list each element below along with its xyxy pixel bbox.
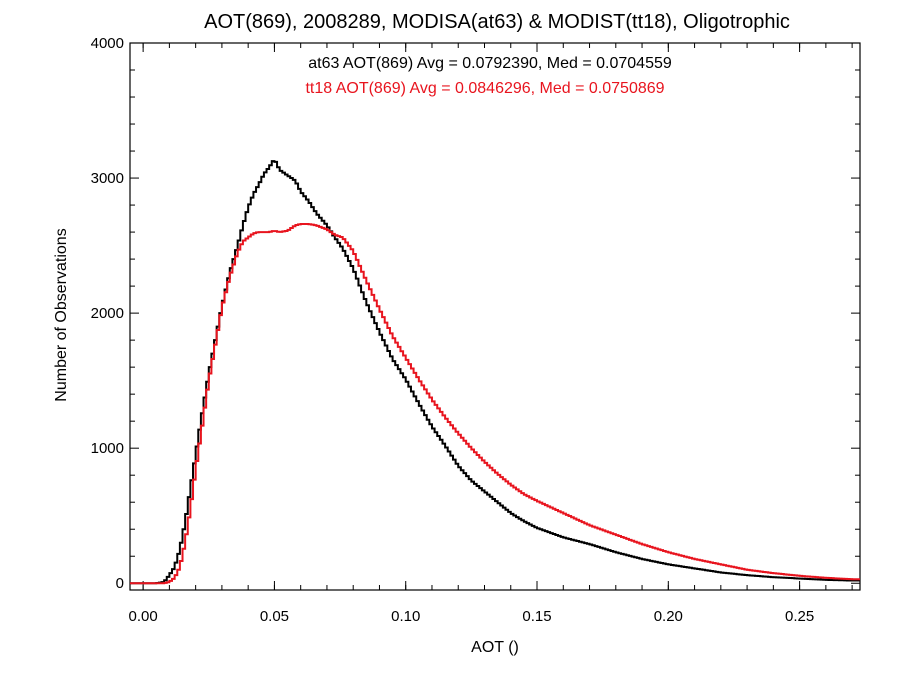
x-axis: 0.00 0.05 0.10 0.15 0.20 0.25 xyxy=(129,43,853,625)
x-axis-label: AOT () xyxy=(471,639,519,656)
x-tick-label: 0.15 xyxy=(522,608,551,625)
chart-title: AOT(869), 2008289, MODISA(at63) & MODIST… xyxy=(204,11,790,33)
y-tick-label: 1000 xyxy=(91,440,124,457)
y-tick-label: 0 xyxy=(116,575,124,592)
plot-frame xyxy=(129,42,861,591)
y-axis-label: Number of Observations xyxy=(53,228,70,401)
y-tick-label: 3000 xyxy=(91,170,124,187)
annotation-at63: at63 AOT(869) Avg = 0.0792390, Med = 0.0… xyxy=(308,55,672,72)
x-tick-label: 0.10 xyxy=(391,608,420,625)
series-tt18-line xyxy=(130,222,860,585)
annotation-tt18: tt18 AOT(869) Avg = 0.0846296, Med = 0.0… xyxy=(305,80,664,97)
x-tick-label: 0.20 xyxy=(654,608,683,625)
y-tick-label: 4000 xyxy=(91,35,124,52)
x-tick-label: 0.25 xyxy=(785,608,814,625)
x-tick-label: 0.05 xyxy=(260,608,289,625)
series-at63-line xyxy=(130,160,860,585)
series-layer xyxy=(130,160,860,585)
x-tick-label: 0.00 xyxy=(129,608,158,625)
y-tick-label: 2000 xyxy=(91,305,124,322)
y-axis: 0 1000 2000 3000 4000 xyxy=(91,35,860,592)
